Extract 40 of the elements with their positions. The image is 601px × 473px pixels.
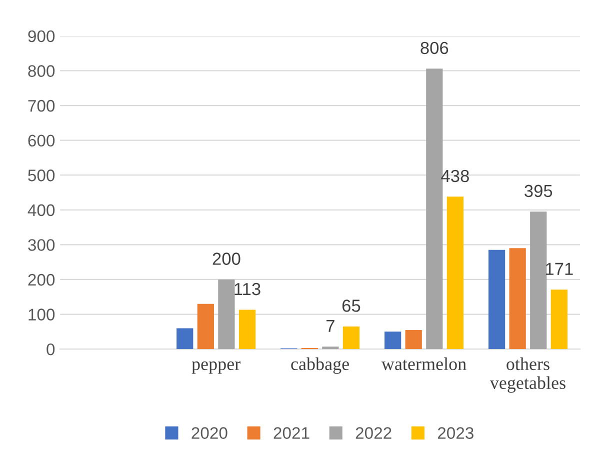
y-tick-label: 700 [28,100,55,112]
bar [322,346,339,350]
legend-label: 2023 [438,427,474,439]
bar [530,212,547,350]
legend-label: 2022 [356,427,392,439]
y-tick-label: 100 [28,308,55,320]
data-label: 113 [234,282,260,296]
legend-label: 2021 [274,427,310,439]
y-tick-label: 300 [28,239,55,251]
y-tick-label: 200 [28,274,55,286]
bar [405,330,422,350]
x-tick-label: pepper [192,361,240,374]
bar [488,250,506,350]
y-tick-label: 800 [28,65,55,77]
bar [197,304,214,350]
bar [384,332,402,350]
data-label: 806 [420,42,448,54]
data-label: 65 [342,300,360,312]
bar [342,326,360,350]
data-label: 200 [212,252,240,265]
bar [218,279,235,350]
data-label: 438 [441,170,469,182]
data-label: 171 [546,262,573,275]
y-tick-label: 400 [28,204,55,216]
bar [238,310,256,350]
bar [550,290,568,350]
data-label: 7 [326,320,334,332]
y-tick-label: 900 [28,30,55,42]
bar [426,68,443,350]
y-tick-label: 0 [46,343,55,356]
y-tick-label: 600 [28,134,55,147]
x-tick-label: cabbage [291,357,349,374]
bar [446,196,464,350]
y-tick-label: 500 [28,170,55,182]
x-tick-label: watermelon [381,357,466,370]
bar [509,248,526,350]
x-tick-label: others vegetables [490,357,566,393]
legend-label: 2020 [192,427,228,439]
data-label: 395 [524,184,552,198]
bar [176,328,194,350]
